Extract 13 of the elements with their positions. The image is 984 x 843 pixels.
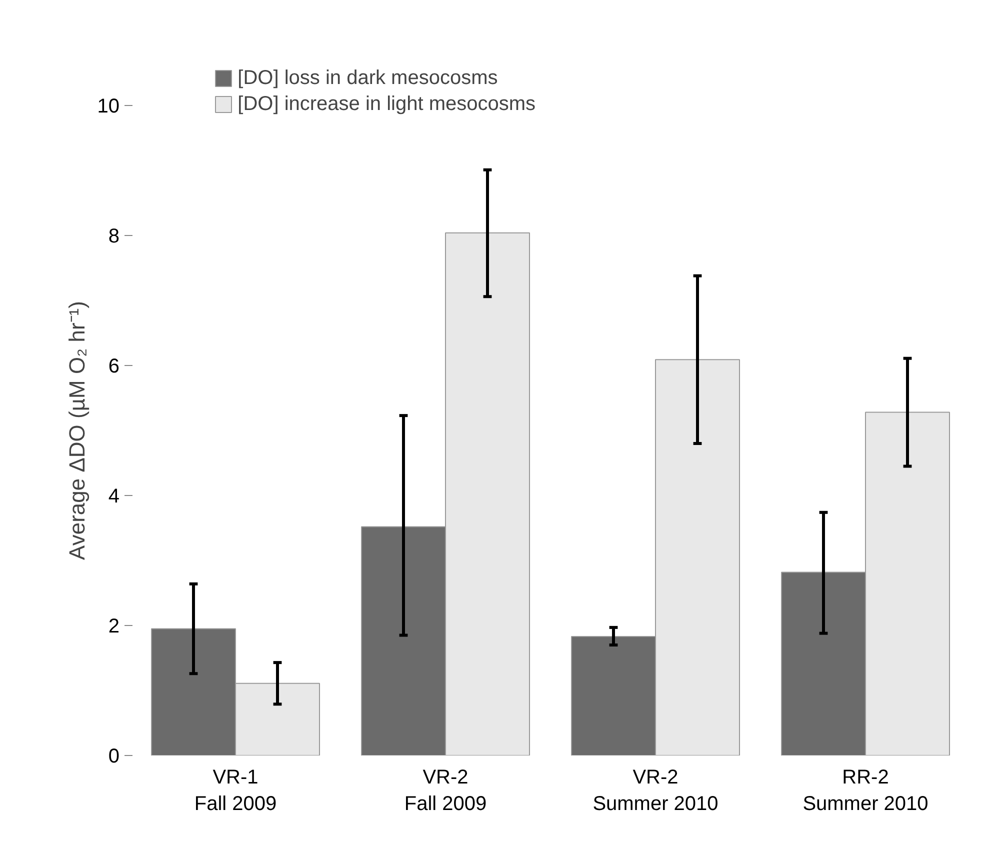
legend-label: [DO] increase in light mesocosms <box>238 92 536 116</box>
y-tick-label: 4 <box>108 486 120 508</box>
y-tick-label: 0 <box>108 746 120 768</box>
x-tick-label: VR-1 Fall 2009 <box>194 766 277 815</box>
legend-label: [DO] loss in dark mesocosms <box>238 66 498 90</box>
y-axis-title: Average ΔDO (µM O₂ hr⁻¹) <box>64 301 90 560</box>
x-tick-label: VR-2 Fall 2009 <box>404 766 487 815</box>
x-tick-label: VR-2 Summer 2010 <box>592 766 718 815</box>
y-tick-label: 6 <box>108 356 120 378</box>
y-tick-label: 2 <box>108 616 120 638</box>
y-tick-label: 8 <box>108 226 120 248</box>
y-tick-label: 10 <box>97 96 120 118</box>
x-tick-label: RR-2 Summer 2010 <box>802 766 928 815</box>
